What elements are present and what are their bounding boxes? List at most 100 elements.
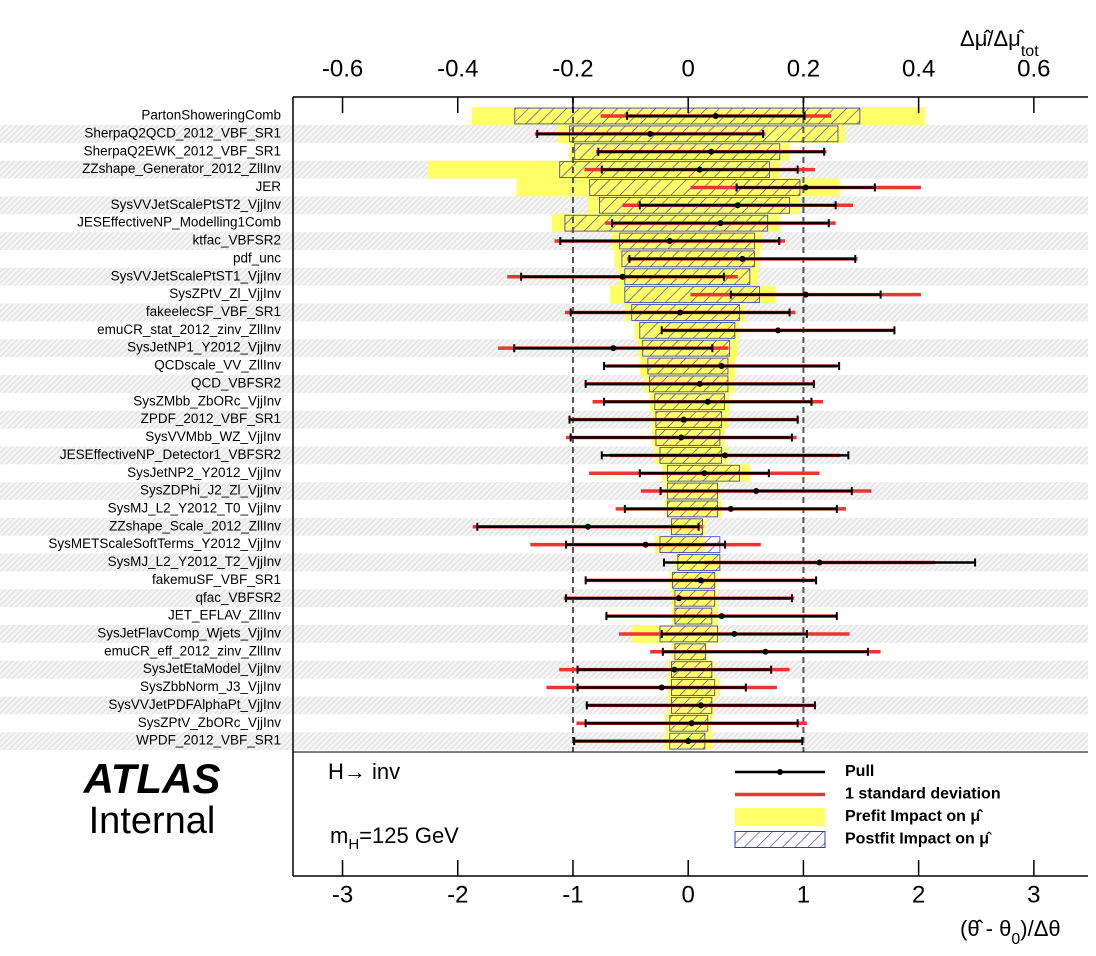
- top-axis-title-main: Δμ̂/Δμ̂: [960, 26, 1025, 51]
- mass-sub: H: [348, 836, 359, 853]
- row-band: [0, 374, 1088, 393]
- legend-label: Prefit Impact on μ̂: [845, 808, 983, 825]
- annotation: H→ inv: [328, 759, 400, 784]
- pull-marker: [718, 613, 725, 620]
- row-band: [0, 696, 1088, 715]
- pull-marker: [775, 327, 782, 334]
- parameter-label: JER: [255, 179, 281, 194]
- pull-marker: [678, 434, 685, 441]
- parameter-label: SysVVJetPDFAlphaPt_VjjInv: [108, 697, 281, 712]
- pull-marker: [753, 488, 760, 495]
- parameter-label: JESEffectiveNP_Detector1_VBFSR2: [60, 447, 281, 462]
- parameter-label: SysZbbNorm_J3_VjjInv: [140, 679, 281, 694]
- mass-symbol: m: [330, 823, 348, 848]
- pull-marker: [677, 309, 684, 316]
- parameter-label: SysVVJetScalePtST1_VjjInv: [111, 268, 282, 283]
- pull-marker: [722, 452, 729, 459]
- x-tick-label: 1: [797, 881, 810, 908]
- pull-marker: [696, 166, 703, 173]
- pull-marker: [697, 702, 704, 709]
- pull-marker: [680, 416, 687, 423]
- pull-marker: [671, 666, 678, 673]
- legend-label: Postfit Impact on μ̂: [845, 831, 992, 848]
- pull-marker: [717, 220, 724, 227]
- pull-marker: [697, 577, 704, 584]
- parameter-label: ZZshape_Scale_2012_ZllInv: [109, 518, 281, 533]
- pull-marker: [619, 273, 626, 280]
- x-tick-label: -2: [447, 881, 468, 908]
- row-band: [0, 232, 1088, 250]
- parameter-label: SysZPtV_Zl_VjjInv: [169, 286, 281, 301]
- x-axis-title-end: )/Δθ: [1020, 916, 1060, 941]
- legend-symbol: [735, 808, 825, 826]
- status-label: Internal: [89, 800, 216, 842]
- parameter-label: ZPDF_2012_VBF_SR1: [141, 411, 281, 426]
- pull-marker: [685, 738, 692, 745]
- x-axis-title-sub: 0: [1011, 931, 1020, 948]
- parameter-label: SherpaQ2EWK_2012_VBF_SR1: [84, 143, 281, 158]
- pull-marker: [584, 523, 591, 530]
- top-axis-title: Δμ̂/Δμ̂tot: [960, 26, 1039, 60]
- parameter-label: SysMETScaleSoftTerms_Y2012_VjjInv: [48, 536, 281, 551]
- legend-symbol: [734, 831, 826, 848]
- row-band: [0, 625, 1088, 643]
- x-tick-label: -1: [562, 881, 583, 908]
- row-backgrounds: [0, 124, 1088, 751]
- x-tick-label: -3: [332, 881, 353, 908]
- parameter-label: SysMJ_L2_Y2012_T0_VjjInv: [108, 500, 282, 515]
- pull-marker: [658, 684, 665, 691]
- pull-marker: [731, 630, 738, 637]
- top-tick-label: 0.6: [1017, 55, 1050, 82]
- pull-marker: [688, 720, 695, 727]
- row-band: [0, 553, 1088, 572]
- parameter-label: JET_EFLAV_ZllInv: [168, 608, 281, 623]
- mass-annotation: mH=125 GeV: [330, 823, 459, 853]
- mass-value: =125 GeV: [359, 823, 459, 848]
- pull-marker: [708, 148, 715, 155]
- pull-marker: [734, 202, 741, 209]
- pull-marker: [727, 505, 734, 512]
- pull-marker: [647, 130, 654, 137]
- parameter-label: pdf_unc: [233, 250, 281, 265]
- parameter-label: emuCR_stat_2012_zinv_ZllInv: [97, 322, 281, 337]
- top-tick-label: 0.2: [787, 55, 820, 82]
- parameter-label: SysJetFlavComp_Wjets_VjjInv: [97, 626, 281, 641]
- row-band: [0, 303, 1088, 322]
- row-band: [0, 446, 1088, 465]
- parameter-label: PartonShoweringComb: [141, 108, 281, 123]
- pull-marker: [762, 648, 769, 655]
- row-band: [0, 589, 1088, 608]
- x-tick-label: 3: [1027, 881, 1040, 908]
- legend-label: 1 standard deviation: [845, 786, 1001, 803]
- parameter-label: QCD_VBFSR2: [191, 375, 281, 390]
- pull-marker: [704, 398, 711, 405]
- parameter-label: ktfac_VBFSR2: [192, 233, 281, 248]
- x-axis-title: (θ̂ - θ0)/Δθ: [960, 916, 1061, 948]
- parameter-label: SysZPtV_ZbORc_VjjInv: [138, 715, 282, 730]
- x-tick-label: 2: [912, 881, 925, 908]
- top-tick-label: 0: [682, 55, 695, 82]
- parameter-label: SysVVMbb_WZ_VjjInv: [145, 429, 281, 444]
- pull-marker: [718, 363, 725, 370]
- parameter-label: fakeelecSF_VBF_SR1: [146, 304, 281, 319]
- pull-marker: [696, 380, 703, 387]
- top-axis-title-sub: tot: [1021, 43, 1039, 60]
- row-band: [0, 482, 1088, 500]
- parameter-label: qfac_VBFSR2: [195, 590, 281, 605]
- pull-marker: [675, 595, 682, 602]
- parameter-label: SherpaQ2QCD_2012_VBF_SR1: [84, 125, 281, 140]
- parameter-label: SysVVJetScalePtST2_VjjInv: [111, 197, 282, 212]
- parameter-label: SysZDPhi_J2_Zl_VjjInv: [140, 483, 281, 498]
- pull-marker: [816, 559, 823, 566]
- pull-marker: [610, 345, 617, 352]
- x-tick-label: 0: [682, 881, 695, 908]
- pull-marker: [712, 113, 719, 119]
- pull-marker: [701, 470, 708, 477]
- top-tick-label: 0.4: [902, 55, 935, 82]
- top-tick-label: -0.4: [437, 55, 478, 82]
- pull-marker: [739, 255, 746, 262]
- pull-marker: [666, 238, 673, 245]
- parameter-label: QCDscale_VV_ZllInv: [154, 358, 281, 373]
- legend-label: Pull: [845, 763, 874, 780]
